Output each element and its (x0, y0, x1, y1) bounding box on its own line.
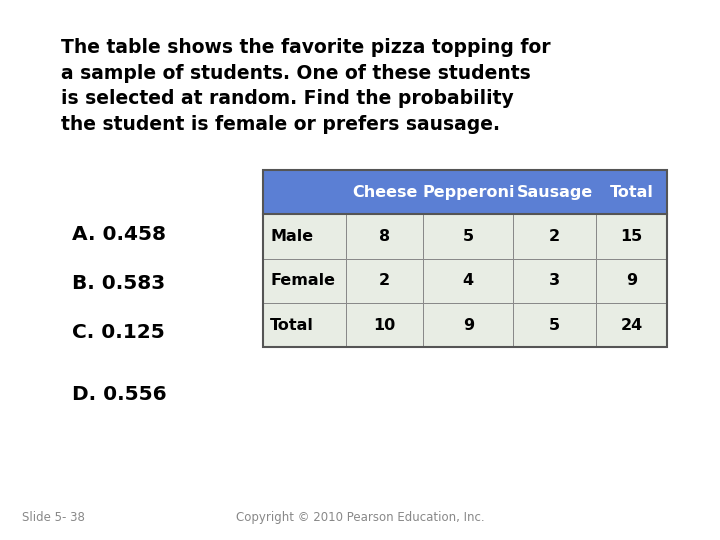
Text: Slide 5- 38: Slide 5- 38 (22, 511, 84, 524)
Text: 9: 9 (626, 273, 637, 288)
Text: Pepperoni: Pepperoni (422, 185, 515, 200)
Text: D. 0.556: D. 0.556 (72, 384, 166, 404)
FancyBboxPatch shape (596, 259, 667, 303)
FancyBboxPatch shape (423, 214, 513, 259)
Text: 2: 2 (549, 229, 560, 244)
Text: B. 0.583: B. 0.583 (72, 274, 166, 293)
Text: Female: Female (270, 273, 335, 288)
FancyBboxPatch shape (346, 303, 423, 347)
Text: 4: 4 (463, 273, 474, 288)
Text: A. 0.458: A. 0.458 (72, 225, 166, 245)
FancyBboxPatch shape (263, 170, 667, 214)
FancyBboxPatch shape (513, 214, 596, 259)
Text: The table shows the favorite pizza topping for
a sample of students. One of thes: The table shows the favorite pizza toppi… (61, 38, 551, 134)
FancyBboxPatch shape (423, 303, 513, 347)
Text: 15: 15 (621, 229, 642, 244)
FancyBboxPatch shape (596, 214, 667, 259)
Text: 3: 3 (549, 273, 560, 288)
FancyBboxPatch shape (263, 214, 346, 259)
FancyBboxPatch shape (346, 259, 423, 303)
Text: Total: Total (270, 318, 314, 333)
Text: Male: Male (270, 229, 313, 244)
Text: Sausage: Sausage (517, 185, 593, 200)
Text: 2: 2 (379, 273, 390, 288)
Text: 5: 5 (549, 318, 560, 333)
FancyBboxPatch shape (263, 259, 346, 303)
FancyBboxPatch shape (513, 259, 596, 303)
FancyBboxPatch shape (263, 303, 346, 347)
FancyBboxPatch shape (346, 214, 423, 259)
FancyBboxPatch shape (423, 259, 513, 303)
Text: 24: 24 (621, 318, 642, 333)
Text: C. 0.125: C. 0.125 (72, 322, 165, 342)
Text: 10: 10 (374, 318, 395, 333)
Text: Cheese: Cheese (352, 185, 417, 200)
Text: Total: Total (610, 185, 653, 200)
Text: 5: 5 (463, 229, 474, 244)
Text: 8: 8 (379, 229, 390, 244)
FancyBboxPatch shape (596, 303, 667, 347)
Text: Copyright © 2010 Pearson Education, Inc.: Copyright © 2010 Pearson Education, Inc. (235, 511, 485, 524)
Text: 9: 9 (463, 318, 474, 333)
FancyBboxPatch shape (513, 303, 596, 347)
